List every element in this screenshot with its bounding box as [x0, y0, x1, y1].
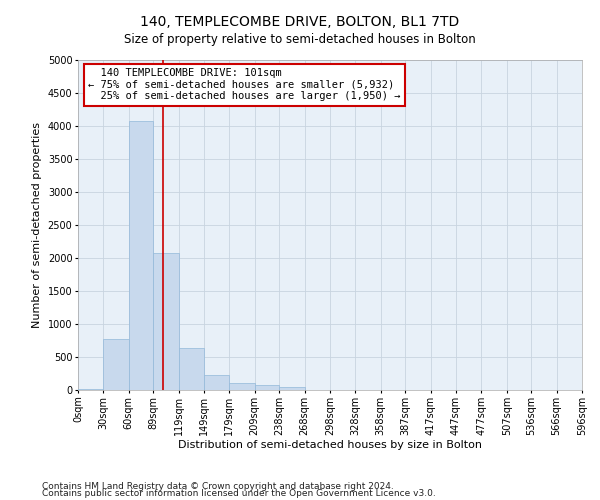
Y-axis label: Number of semi-detached properties: Number of semi-detached properties: [32, 122, 42, 328]
Bar: [78, 388, 103, 390]
Bar: [129, 120, 153, 390]
Bar: [153, 252, 179, 390]
Bar: [255, 384, 279, 390]
Bar: [179, 348, 204, 390]
Text: Contains public sector information licensed under the Open Government Licence v3: Contains public sector information licen…: [42, 490, 436, 498]
Text: 140, TEMPLECOMBE DRIVE, BOLTON, BL1 7TD: 140, TEMPLECOMBE DRIVE, BOLTON, BL1 7TD: [140, 15, 460, 29]
Text: Size of property relative to semi-detached houses in Bolton: Size of property relative to semi-detach…: [124, 32, 476, 46]
Text: Contains HM Land Registry data © Crown copyright and database right 2024.: Contains HM Land Registry data © Crown c…: [42, 482, 394, 491]
Bar: [279, 388, 305, 390]
Text: 140 TEMPLECOMBE DRIVE: 101sqm
← 75% of semi-detached houses are smaller (5,932)
: 140 TEMPLECOMBE DRIVE: 101sqm ← 75% of s…: [88, 68, 401, 102]
Bar: [204, 376, 229, 390]
X-axis label: Distribution of semi-detached houses by size in Bolton: Distribution of semi-detached houses by …: [178, 440, 482, 450]
Bar: [229, 382, 255, 390]
Bar: [103, 338, 129, 390]
